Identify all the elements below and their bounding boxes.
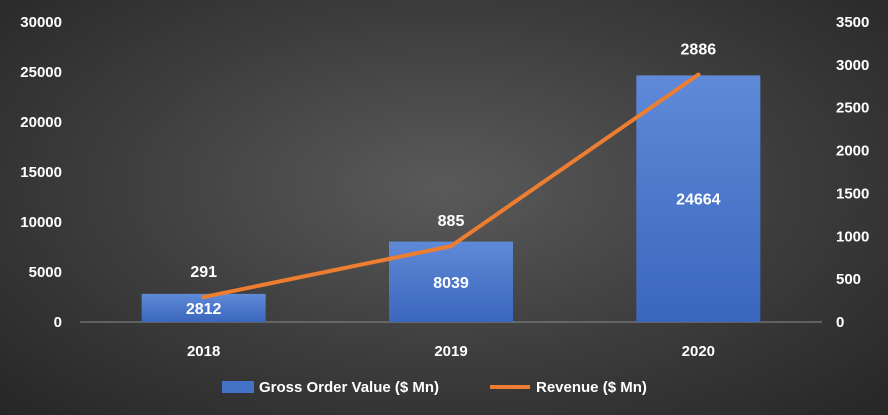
right-tick-label: 1000	[836, 228, 869, 245]
bar-2020	[636, 75, 761, 322]
right-tick-label: 3500	[836, 14, 869, 31]
right-tick-label: 1500	[836, 185, 869, 202]
right-tick-label: 3000	[836, 57, 869, 74]
left-tick-label: 25000	[20, 64, 62, 81]
left-tick-label: 10000	[20, 214, 62, 231]
right-tick-label: 2500	[836, 100, 869, 117]
legend: Gross Order Value ($ Mn) Revenue ($ Mn)	[222, 379, 647, 396]
legend-swatch-bar	[222, 381, 254, 393]
category-label: 2018	[187, 343, 220, 360]
category-labels: 2018 2019 2020	[187, 343, 715, 360]
bar-value-label: 2812	[186, 301, 222, 318]
revenue-point-2019	[449, 244, 453, 249]
left-tick-label: 0	[54, 314, 62, 331]
revenue-point-2018	[201, 295, 206, 300]
right-axis: 0 500 1000 1500 2000 2500 3000 3500	[836, 14, 869, 331]
right-tick-label: 2000	[836, 143, 869, 160]
category-label: 2020	[682, 343, 715, 360]
line-value-label: 2886	[681, 42, 717, 59]
left-tick-label: 5000	[29, 264, 62, 281]
line-value-label: 885	[438, 213, 465, 230]
line-value-label: 291	[190, 264, 217, 281]
bar-series: 2812 8039 24664	[141, 75, 761, 322]
left-tick-label: 15000	[20, 164, 62, 181]
line-series: 291 885 2886	[190, 42, 717, 300]
bar-value-label: 24664	[676, 192, 721, 209]
right-tick-label: 500	[836, 271, 861, 288]
left-tick-label: 20000	[20, 114, 62, 131]
bar-value-label: 8039	[433, 275, 469, 292]
left-tick-label: 30000	[20, 14, 62, 31]
right-tick-label: 0	[836, 314, 844, 331]
legend-label-line: Revenue ($ Mn)	[536, 379, 647, 396]
category-label: 2019	[434, 343, 467, 360]
left-axis: 0 5000 10000 15000 20000 25000 30000	[20, 14, 62, 331]
revenue-point-2020	[696, 72, 701, 77]
legend-label-bar: Gross Order Value ($ Mn)	[259, 379, 439, 396]
